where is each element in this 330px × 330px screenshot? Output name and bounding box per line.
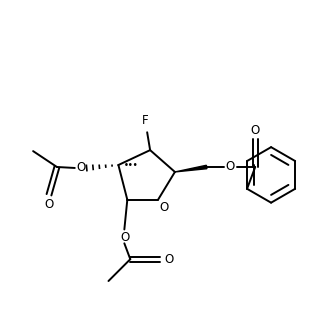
Text: F: F	[142, 114, 148, 127]
Text: •••: •••	[124, 161, 139, 171]
Text: O: O	[44, 198, 53, 211]
Polygon shape	[175, 165, 207, 172]
Text: O: O	[76, 161, 85, 175]
Text: O: O	[121, 231, 130, 244]
Text: O: O	[159, 201, 169, 214]
Text: O: O	[164, 253, 174, 266]
Text: O: O	[250, 124, 260, 137]
Text: O: O	[226, 160, 235, 174]
